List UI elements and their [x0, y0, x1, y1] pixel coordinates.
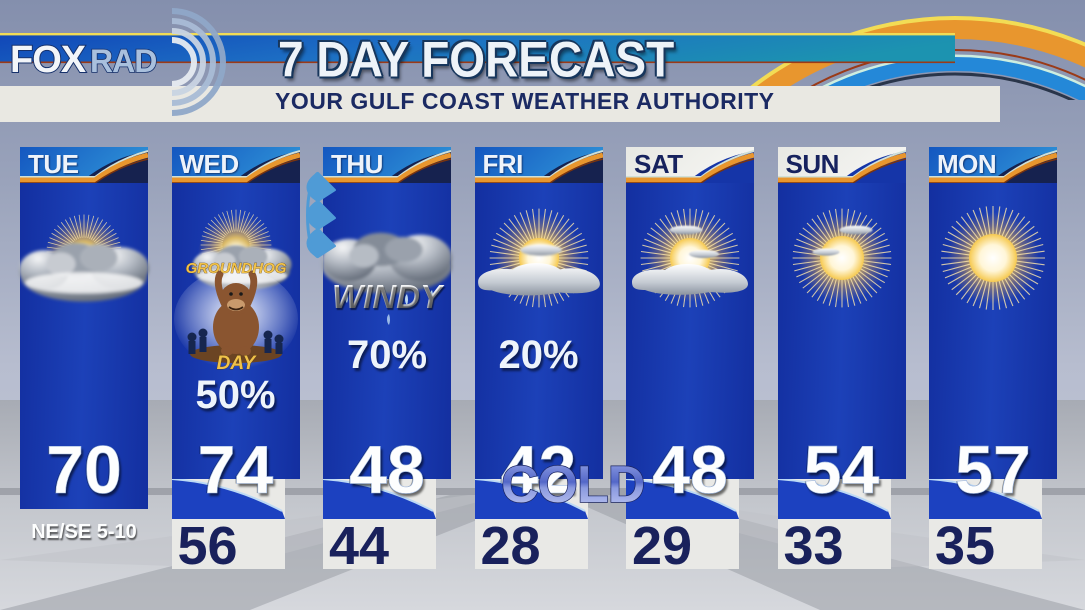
svg-text:RAD: RAD	[90, 43, 156, 79]
svg-text:DAY: DAY	[216, 353, 257, 374]
svg-text:COLD: COLD	[501, 458, 644, 513]
svg-text:GROUNDHOG: GROUNDHOG	[185, 260, 286, 277]
svg-text:FOX: FOX	[10, 39, 87, 81]
